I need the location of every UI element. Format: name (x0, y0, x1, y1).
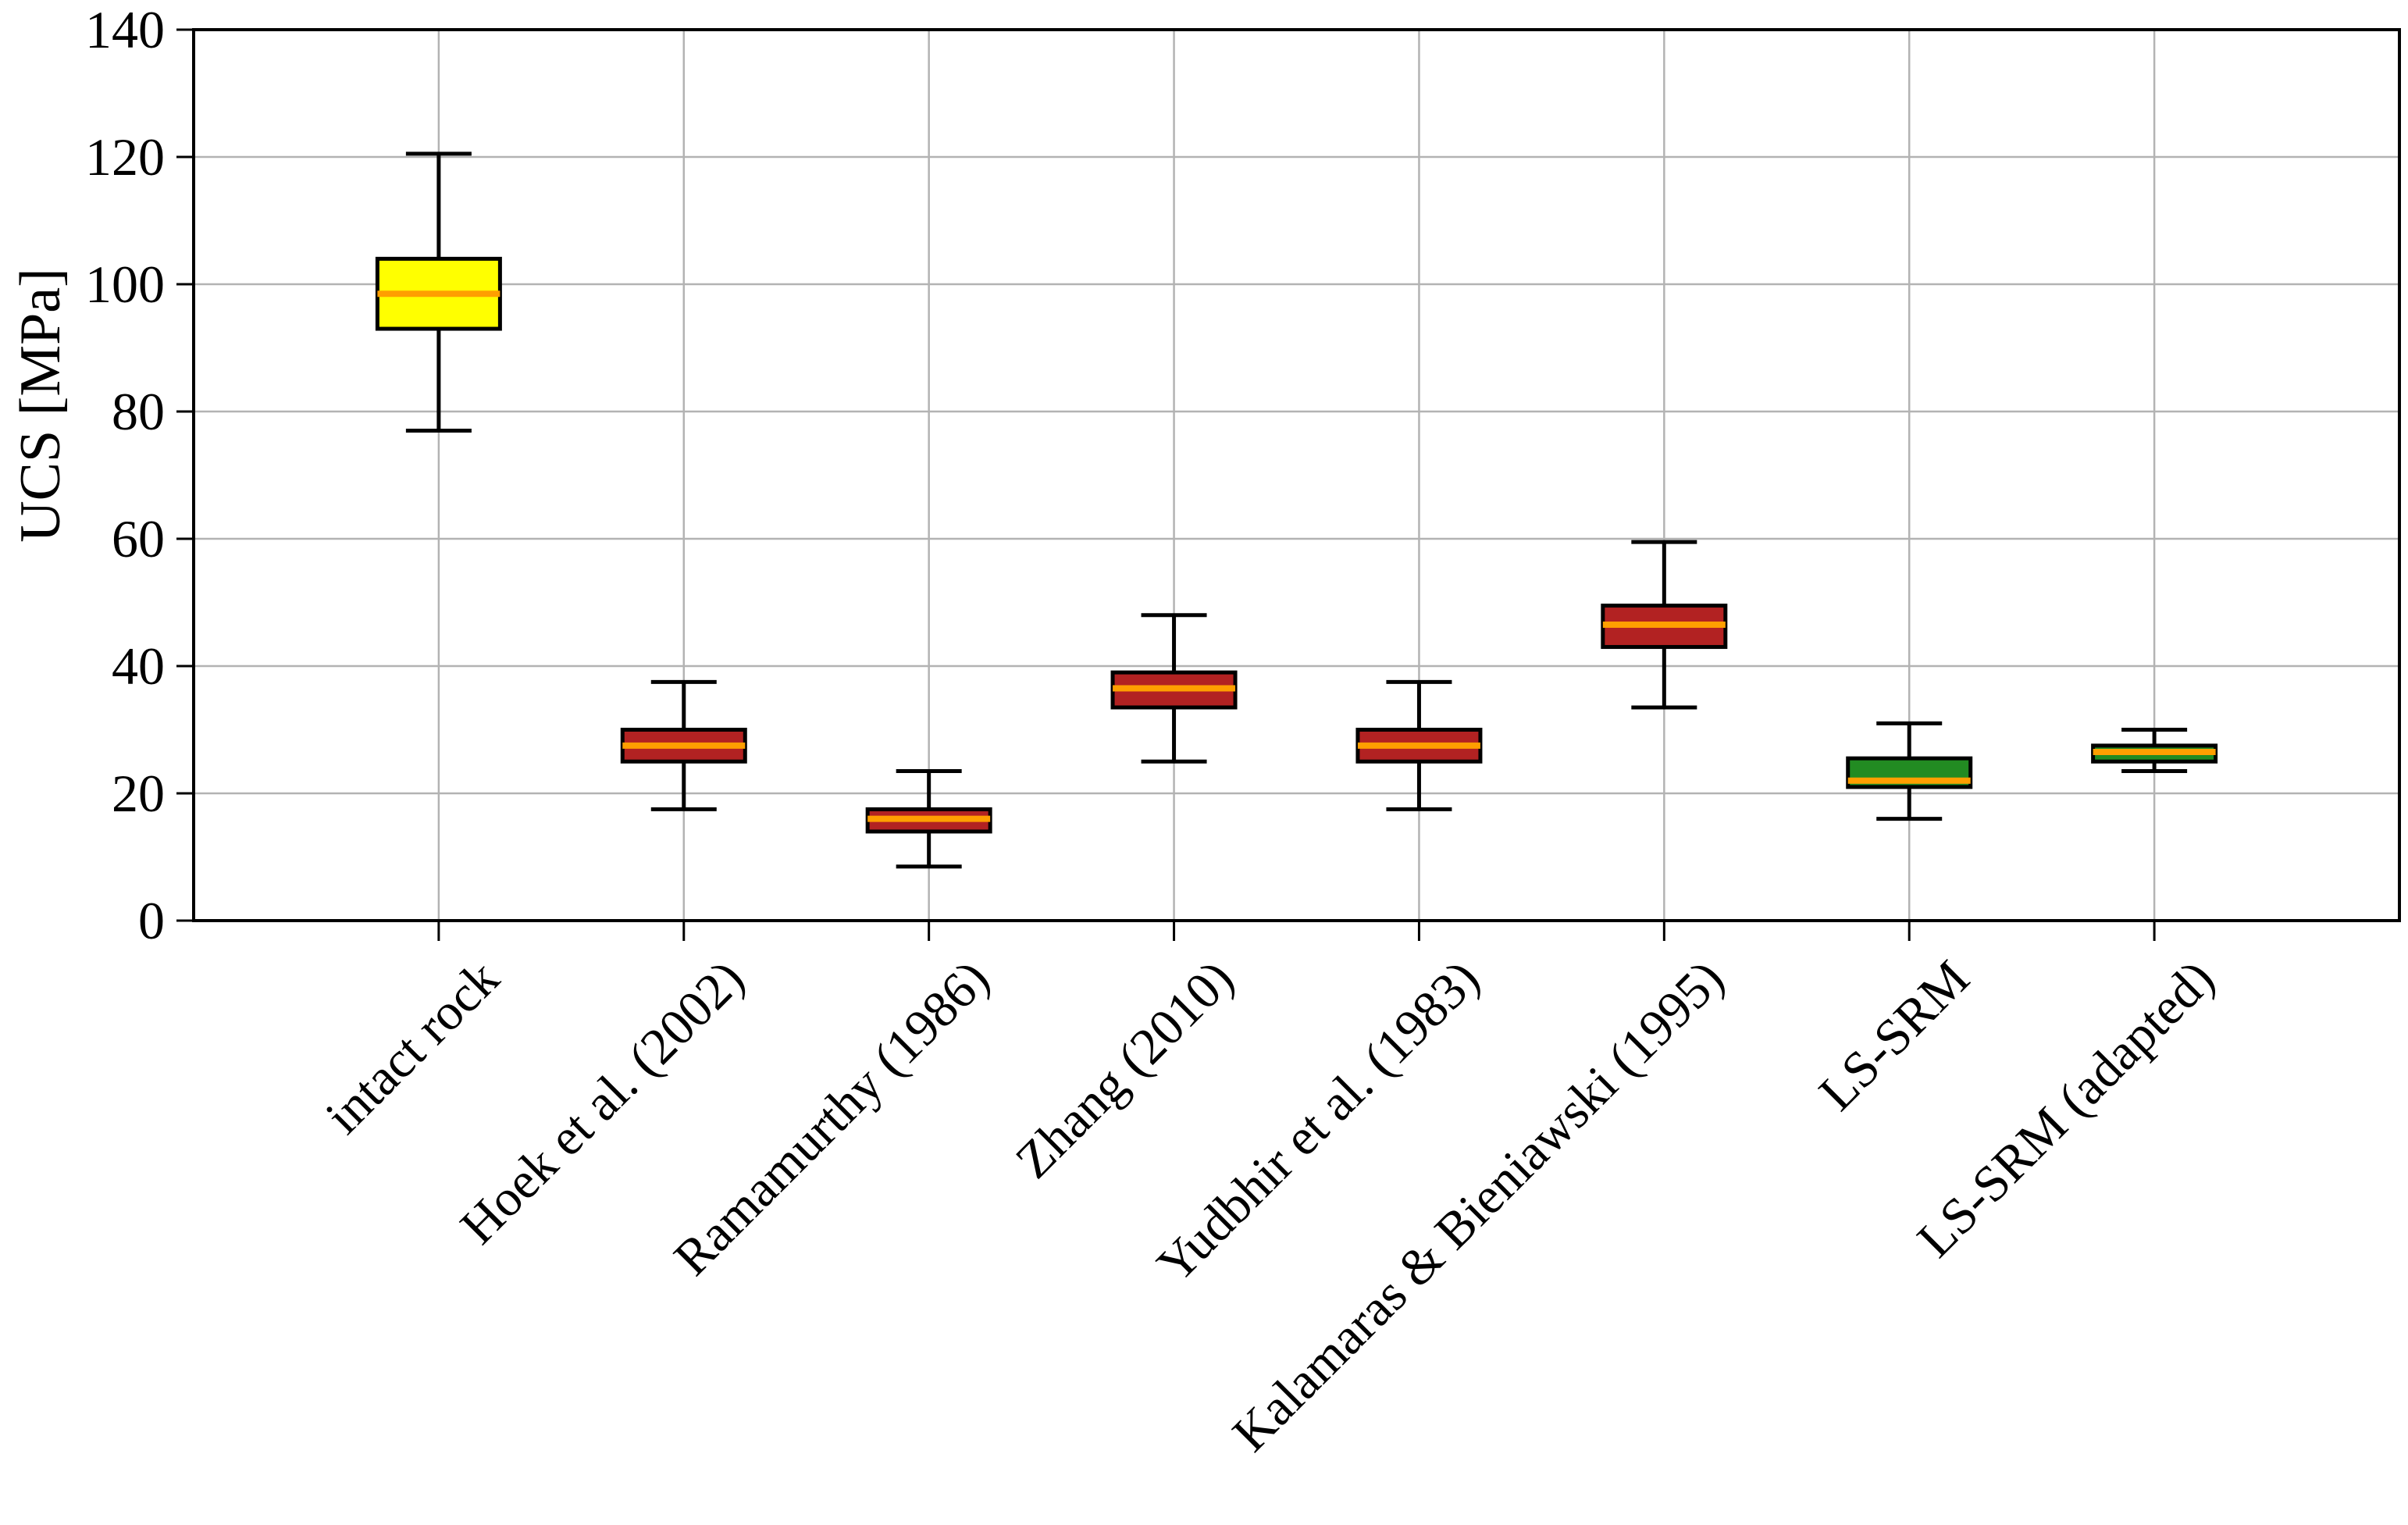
y-tick-label: 0 (138, 891, 165, 950)
y-tick-label: 120 (85, 127, 165, 187)
y-tick-label: 100 (85, 255, 165, 314)
y-tick-label: 60 (112, 509, 165, 568)
y-tick-label: 80 (112, 382, 165, 441)
axis-spines (192, 28, 2401, 922)
y-tick-label: 40 (112, 636, 165, 696)
y-tick-label: 20 (112, 764, 165, 823)
plot-background (194, 30, 2399, 921)
y-tick-label: 140 (85, 0, 165, 59)
